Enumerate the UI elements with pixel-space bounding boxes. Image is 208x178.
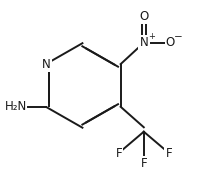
Text: O: O: [166, 36, 175, 49]
Text: F: F: [140, 157, 147, 170]
Text: F: F: [165, 146, 172, 160]
Text: −: −: [174, 32, 183, 42]
Text: +: +: [148, 32, 155, 41]
Text: F: F: [116, 146, 122, 160]
Text: O: O: [139, 9, 149, 23]
Text: H₂N: H₂N: [5, 100, 27, 113]
Text: N: N: [42, 57, 50, 71]
Text: N: N: [139, 36, 148, 49]
